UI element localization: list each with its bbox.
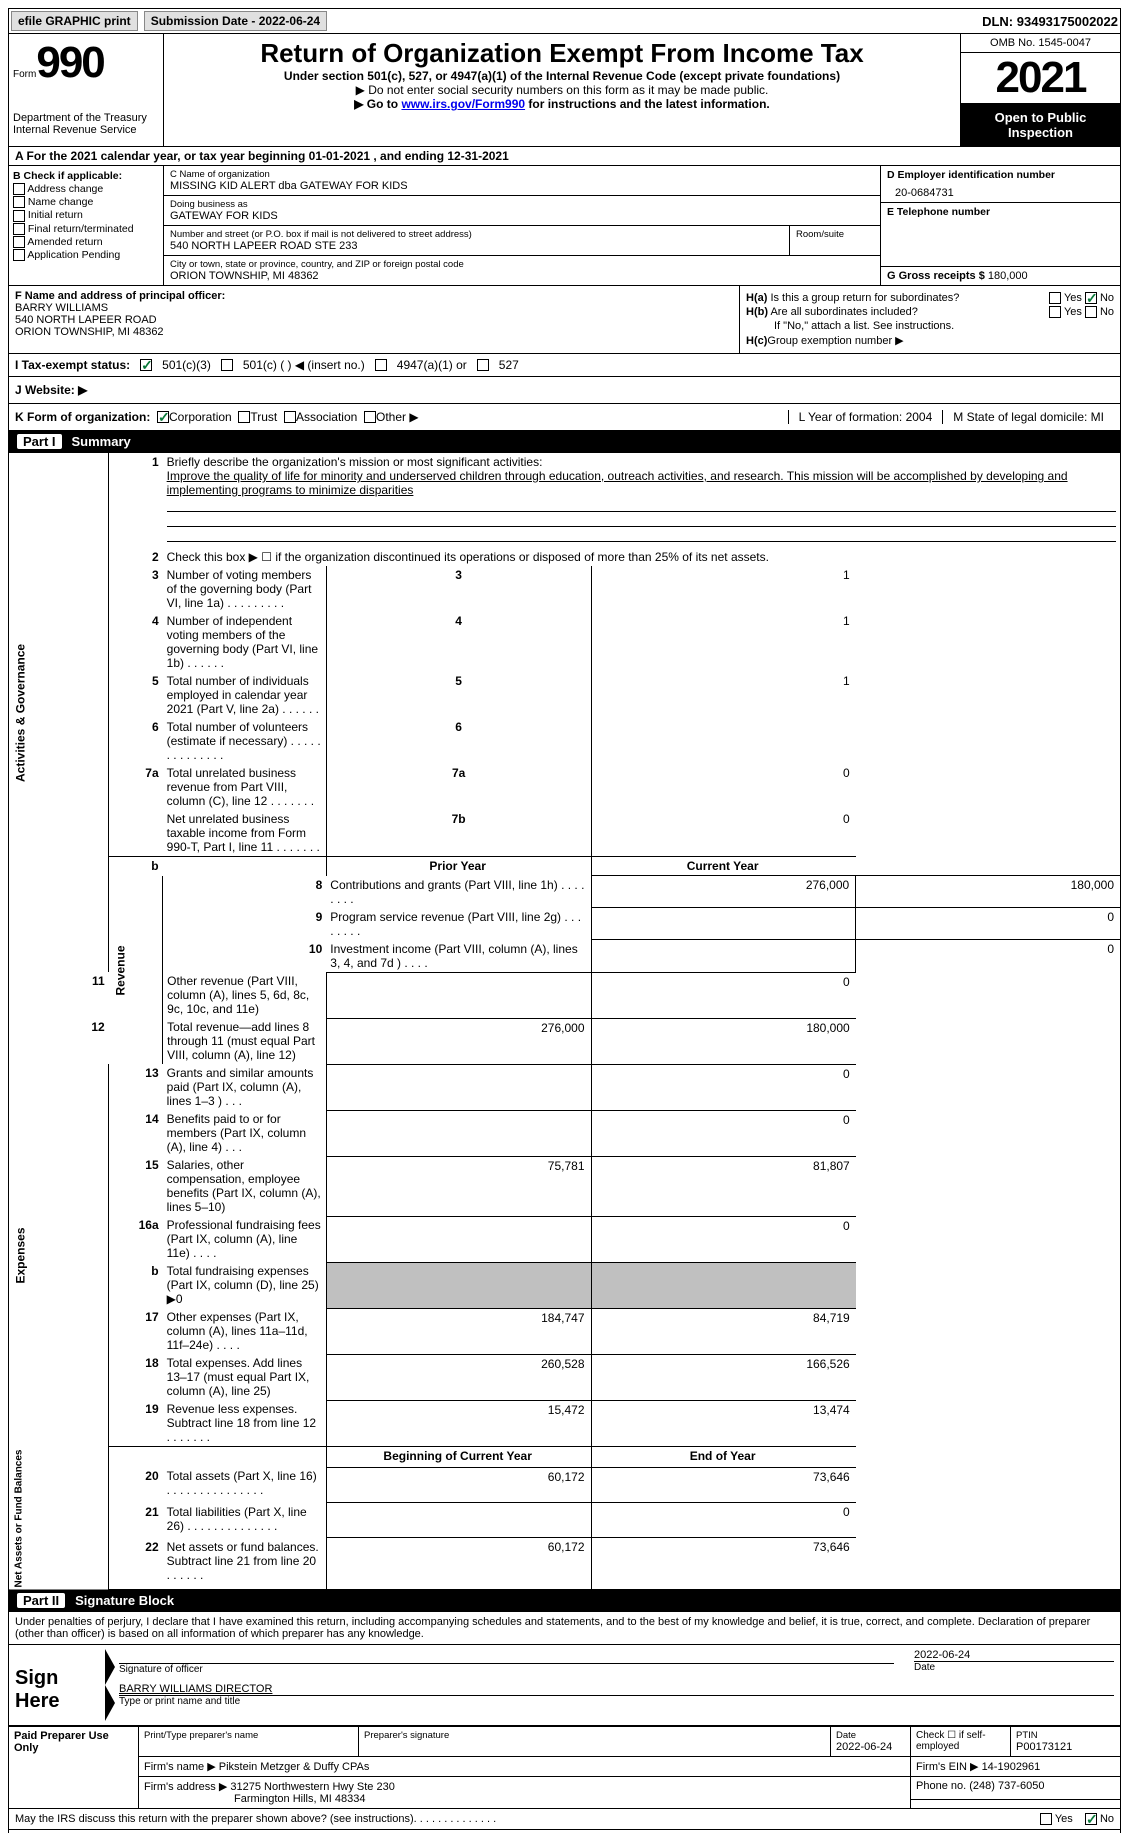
dln: DLN: 93493175002022 <box>982 14 1118 29</box>
mission-text: Improve the quality of life for minority… <box>167 469 1068 497</box>
col-f: F Name and address of principal officer:… <box>9 286 740 353</box>
cb-527[interactable] <box>477 359 489 371</box>
cb-name-change[interactable] <box>13 196 25 208</box>
ein: 20-0684731 <box>887 181 1114 199</box>
open-to-public: Open to Public Inspection <box>961 104 1120 146</box>
side-expenses: Expenses <box>9 1064 109 1447</box>
subtitle-2: ▶ Do not enter social security numbers o… <box>168 83 956 97</box>
side-activities: Activities & Governance <box>9 453 109 972</box>
dba-label: Doing business as <box>170 199 874 210</box>
sign-here-label: Sign Here <box>15 1649 105 1721</box>
row-a: A For the 2021 calendar year, or tax yea… <box>8 147 1121 166</box>
room-label: Room/suite <box>796 229 874 240</box>
row-i: I Tax-exempt status: 501(c)(3) 501(c) ( … <box>8 354 1121 377</box>
subtitle-1: Under section 501(c), 527, or 4947(a)(1)… <box>168 69 956 83</box>
part2-header: Part II Signature Block <box>8 1590 1121 1612</box>
cb-4947[interactable] <box>375 359 387 371</box>
sign-here-block: Sign Here Signature of officer 2022-06-2… <box>8 1645 1121 1726</box>
form-title: Return of Organization Exempt From Incom… <box>168 38 956 69</box>
cb-501c[interactable] <box>221 359 233 371</box>
topbar: efile GRAPHIC print Submission Date - 20… <box>8 8 1121 34</box>
header: Form990 Department of the Treasury Inter… <box>8 34 1121 147</box>
street: 540 NORTH LAPEER ROAD STE 233 <box>170 240 783 252</box>
ha-yes[interactable] <box>1049 292 1061 304</box>
officer-label: F Name and address of principal officer: <box>15 290 733 302</box>
col-d-e: D Employer identification number 20-0684… <box>880 166 1120 285</box>
summary-table: Activities & Governance 1 Briefly descri… <box>8 453 1121 1590</box>
part1-header: Part I Summary <box>8 431 1121 453</box>
cb-assoc[interactable] <box>284 411 296 423</box>
row-f-h: F Name and address of principal officer:… <box>8 286 1121 354</box>
row-j: J Website: ▶ <box>8 377 1121 404</box>
omb: OMB No. 1545-0047 <box>961 34 1120 53</box>
discuss-no[interactable] <box>1085 1813 1097 1825</box>
officer-addr1: 540 NORTH LAPEER ROAD <box>15 314 733 326</box>
dba: GATEWAY FOR KIDS <box>170 210 874 222</box>
col-b: B Check if applicable: Address change Na… <box>9 166 164 285</box>
side-netassets: Net Assets or Fund Balances <box>9 1447 109 1590</box>
page-footer: For Paperwork Reduction Act Notice, see … <box>8 1830 1121 1833</box>
side-revenue: Revenue <box>109 876 163 1065</box>
discuss-row: May the IRS discuss this return with the… <box>8 1809 1121 1830</box>
efile-btn[interactable]: efile GRAPHIC print <box>11 11 138 31</box>
hb-no[interactable] <box>1085 306 1097 318</box>
city-label: City or town, state or province, country… <box>170 259 874 270</box>
col-h: H(a) Is this a group return for subordin… <box>740 286 1120 353</box>
hb-yes[interactable] <box>1049 306 1061 318</box>
cb-initial-return[interactable] <box>13 210 25 222</box>
street-label: Number and street (or P.O. box if mail i… <box>170 229 783 240</box>
row-k: K Form of organization: Corporation Trus… <box>8 404 1121 431</box>
paid-preparer-table: Paid Preparer Use Only Print/Type prepar… <box>8 1726 1121 1809</box>
tax-year: 2021 <box>961 53 1120 104</box>
cb-amended[interactable] <box>13 236 25 248</box>
subtitle-3: ▶ Go to www.irs.gov/Form990 for instruct… <box>168 97 956 111</box>
block-b-e: B Check if applicable: Address change Na… <box>8 166 1121 286</box>
state-domicile: M State of legal domicile: MI <box>942 410 1114 424</box>
officer-addr2: ORION TOWNSHIP, MI 48362 <box>15 326 733 338</box>
hb-note: If "No," attach a list. See instructions… <box>746 320 1114 332</box>
paid-prep-label: Paid Preparer Use Only <box>9 1726 139 1808</box>
year-formation: L Year of formation: 2004 <box>788 410 943 424</box>
cb-address-change[interactable] <box>13 183 25 195</box>
dept: Department of the Treasury Internal Reve… <box>13 112 159 136</box>
submission-btn[interactable]: Submission Date - 2022-06-24 <box>144 11 327 31</box>
org-name: MISSING KID ALERT dba GATEWAY FOR KIDS <box>170 180 874 192</box>
officer-name: BARRY WILLIAMS <box>15 302 733 314</box>
ein-label: D Employer identification number <box>887 169 1114 181</box>
discuss-yes[interactable] <box>1040 1813 1052 1825</box>
irs-link[interactable]: www.irs.gov/Form990 <box>401 97 525 111</box>
cb-trust[interactable] <box>238 411 250 423</box>
gross-receipts: G Gross receipts $ 180,000 <box>881 267 1120 285</box>
phone-label: E Telephone number <box>887 206 1114 218</box>
name-label: C Name of organization <box>170 169 874 180</box>
col-c: C Name of organization MISSING KID ALERT… <box>164 166 880 285</box>
declaration: Under penalties of perjury, I declare th… <box>8 1612 1121 1645</box>
cb-other[interactable] <box>364 411 376 423</box>
cb-501c3[interactable] <box>140 359 152 371</box>
cb-corp[interactable] <box>157 411 169 423</box>
ha-no[interactable] <box>1085 292 1097 304</box>
cb-app-pending[interactable] <box>13 249 25 261</box>
city: ORION TOWNSHIP, MI 48362 <box>170 270 874 282</box>
form-number: 990 <box>36 38 103 87</box>
form-word: Form <box>13 69 36 80</box>
cb-final-return[interactable] <box>13 223 25 235</box>
col-b-title: B Check if applicable: <box>13 170 159 182</box>
